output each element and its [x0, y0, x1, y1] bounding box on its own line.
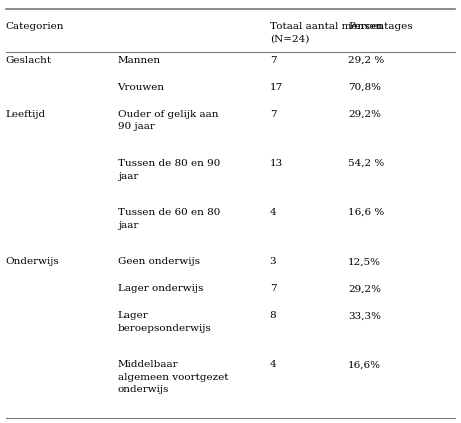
Text: 8: 8 [270, 311, 276, 320]
Text: 4: 4 [270, 360, 276, 369]
Text: 7: 7 [270, 56, 276, 65]
Text: Onderwijs: Onderwijs [6, 257, 59, 266]
Text: Lager onderwijs: Lager onderwijs [118, 284, 203, 293]
Text: Mannen: Mannen [118, 56, 161, 65]
Text: Tussen de 60 en 80
jaar: Tussen de 60 en 80 jaar [118, 208, 220, 230]
Text: 12,5%: 12,5% [348, 257, 381, 266]
Text: 29,2%: 29,2% [348, 110, 381, 119]
Text: Vrouwen: Vrouwen [118, 83, 165, 92]
Text: 29,2%: 29,2% [348, 284, 381, 293]
Text: Percentages: Percentages [348, 22, 413, 31]
Text: Categorien: Categorien [6, 22, 64, 31]
Text: Ouder of gelijk aan
90 jaar: Ouder of gelijk aan 90 jaar [118, 110, 218, 132]
Text: Geen onderwijs: Geen onderwijs [118, 257, 200, 266]
Text: Totaal aantal mensen
(N=24): Totaal aantal mensen (N=24) [270, 22, 382, 44]
Text: 17: 17 [270, 83, 283, 92]
Text: 16,6%: 16,6% [348, 360, 381, 369]
Text: 13: 13 [270, 159, 283, 168]
Text: Tussen de 80 en 90
jaar: Tussen de 80 en 90 jaar [118, 159, 220, 181]
Text: 70,8%: 70,8% [348, 83, 381, 92]
Text: 29,2 %: 29,2 % [348, 56, 384, 65]
Text: 3: 3 [270, 257, 276, 266]
Text: 33,3%: 33,3% [348, 311, 381, 320]
Text: 16,6 %: 16,6 % [348, 208, 384, 217]
Text: Geslacht: Geslacht [6, 56, 52, 65]
Text: 54,2 %: 54,2 % [348, 159, 384, 168]
Text: 4: 4 [270, 208, 276, 217]
Text: Leeftijd: Leeftijd [6, 110, 46, 119]
Text: Lager
beroepsonderwijs: Lager beroepsonderwijs [118, 311, 211, 333]
Text: Middelbaar
algemeen voortgezet
onderwijs: Middelbaar algemeen voortgezet onderwijs [118, 360, 228, 394]
Text: 7: 7 [270, 284, 276, 293]
Text: 7: 7 [270, 110, 276, 119]
